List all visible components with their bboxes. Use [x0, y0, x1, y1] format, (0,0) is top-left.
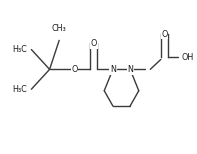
Text: CH₃: CH₃ — [52, 24, 67, 33]
Text: N: N — [110, 65, 116, 74]
Text: O: O — [71, 65, 78, 74]
Text: H₃C: H₃C — [12, 45, 27, 54]
Text: OH: OH — [182, 53, 194, 62]
Text: O: O — [162, 30, 168, 39]
Text: H₃C: H₃C — [12, 85, 27, 94]
Text: N: N — [127, 65, 133, 74]
Text: O: O — [90, 39, 97, 48]
